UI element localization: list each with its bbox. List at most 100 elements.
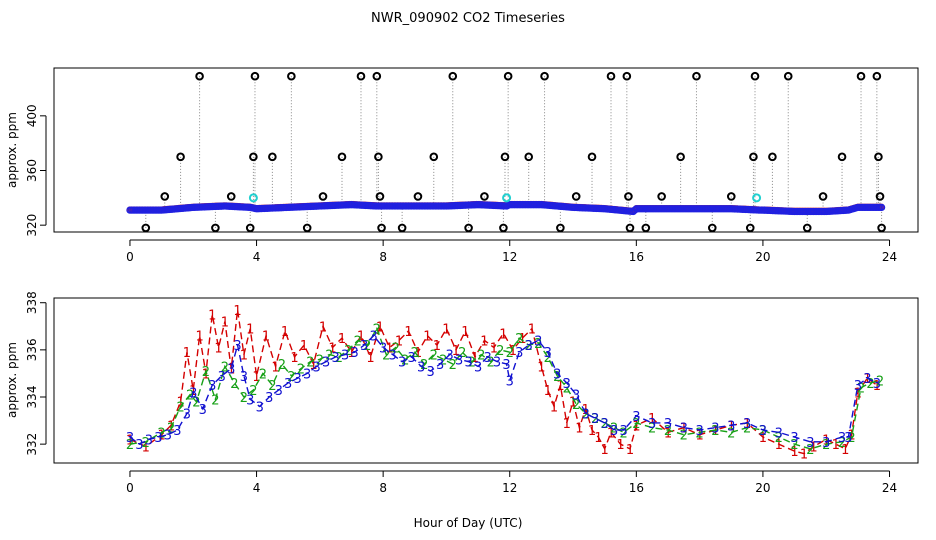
flagged-point [657, 192, 666, 201]
series-1-point: 1 [404, 325, 412, 340]
series-1-point: 1 [743, 417, 751, 432]
series-1-point: 1 [319, 320, 327, 335]
top-panel: 0 4 8 12 16 20 24 320 360 400 approx. ppm [5, 67, 919, 264]
series-3-point: 3 [322, 356, 330, 371]
top-x-tick-label: 0 [126, 250, 134, 264]
series-2-point: 2 [297, 363, 305, 378]
series-1-point: 1 [300, 339, 308, 354]
series-2-point: 2 [430, 349, 438, 364]
series-3-point: 3 [838, 431, 846, 446]
flagged-point [707, 223, 717, 233]
series-1-point: 1 [366, 351, 374, 366]
series-2-point: 2 [553, 370, 561, 385]
bottom-y-tick-label: 336 [25, 338, 39, 361]
bottom-x-tick-label: 8 [379, 481, 387, 495]
series-3-point: 3 [379, 342, 387, 357]
flagged-point [429, 152, 439, 162]
series-1-point: 1 [854, 386, 862, 401]
top-x-tick-label: 16 [629, 250, 644, 264]
series-2-point: 2 [167, 422, 175, 437]
series-2-point: 2 [664, 424, 672, 439]
chart-title: NWR_090902 CO2 Timeseries [371, 11, 565, 26]
series-1-point: 1 [271, 360, 279, 375]
flagged-point [500, 152, 510, 162]
series-2-point: 2 [468, 356, 476, 371]
series-1-point: 1 [126, 433, 134, 448]
top-x-tick-label: 24 [882, 250, 897, 264]
series-3-point: 3 [610, 424, 618, 439]
series-3-point: 3 [398, 356, 406, 371]
series-3-point: 3 [173, 424, 181, 439]
series-3-point: 3 [218, 370, 226, 385]
series-2-point: 2 [306, 356, 314, 371]
series-2-point: 2 [230, 377, 238, 392]
series-2-point: 2 [211, 393, 219, 408]
series-1-point: 1 [490, 342, 498, 357]
series-3-point: 3 [525, 339, 533, 354]
series-3-point: 3 [515, 346, 523, 361]
series-1-point: 1 [328, 342, 336, 357]
flagged-point [802, 223, 812, 233]
series-1-point: 1 [863, 372, 871, 387]
flagged-point [622, 71, 632, 81]
flagged-point [641, 223, 651, 233]
series-1-point: 1 [281, 325, 289, 340]
series-1-point: 1 [357, 330, 365, 345]
flagged-point [749, 152, 758, 162]
series-1-point: 1 [822, 433, 830, 448]
flagged-point [872, 71, 882, 81]
series-3-point: 3 [227, 363, 235, 378]
series-1-point: 1 [790, 445, 798, 460]
series-3-point: 3 [426, 365, 434, 380]
bottom-y-tick-label: 334 [25, 386, 39, 409]
flagged-point [160, 192, 170, 201]
flagged-point [302, 223, 312, 233]
series-1-point: 1 [240, 349, 248, 364]
series-3-point: 3 [591, 412, 599, 427]
series-2-point: 2 [439, 353, 447, 368]
series-2-point: 2 [354, 334, 362, 349]
series-3-point: 3 [695, 424, 703, 439]
series-1-point: 1 [544, 384, 552, 399]
series-3-point: 3 [534, 334, 542, 349]
series-1-point: 1 [582, 403, 590, 418]
series-1-point: 1 [759, 431, 767, 446]
flagged-point [745, 223, 755, 233]
flagged-point [377, 223, 386, 233]
series-3-point: 3 [294, 372, 302, 387]
flagged-point [499, 223, 508, 233]
series-1-point: 1 [233, 304, 241, 319]
series-3-point: 3 [743, 417, 751, 432]
series-2-point: 2 [515, 332, 523, 347]
series-3-point: 3 [284, 377, 292, 392]
flagged-point [877, 223, 886, 233]
series-2-point: 2 [363, 339, 371, 354]
flagged-point [195, 71, 204, 81]
series-3-point: 3 [303, 367, 311, 382]
series-3-point: 3 [370, 330, 378, 345]
series-2-point: 2 [249, 384, 257, 399]
series-1-point: 1 [442, 323, 450, 338]
flagged-point [726, 192, 736, 201]
series-2-point: 2 [866, 377, 874, 392]
series-2-point: 2 [759, 424, 767, 439]
series-3-point: 3 [483, 351, 491, 366]
flagged-point [818, 192, 828, 201]
bottom-x-tick-label: 24 [882, 481, 897, 495]
series-3-point: 3 [854, 379, 862, 394]
series-1-point: 1 [575, 422, 583, 437]
series-3-point: 3 [648, 417, 656, 432]
series-3-point: 3 [388, 349, 396, 364]
series-3-point: 3 [313, 360, 321, 375]
series-3-point: 3 [341, 349, 349, 364]
series-3-point: 3 [183, 408, 191, 423]
series-2-point: 2 [325, 349, 333, 364]
flagged-point [856, 71, 866, 81]
calibration-point [502, 193, 512, 203]
series-2-point: 2 [743, 422, 751, 437]
series-1-point: 1 [569, 396, 577, 411]
series-3-point: 3 [126, 431, 134, 446]
series-3-point: 3 [664, 417, 672, 432]
series-3-point: 3 [240, 370, 248, 385]
